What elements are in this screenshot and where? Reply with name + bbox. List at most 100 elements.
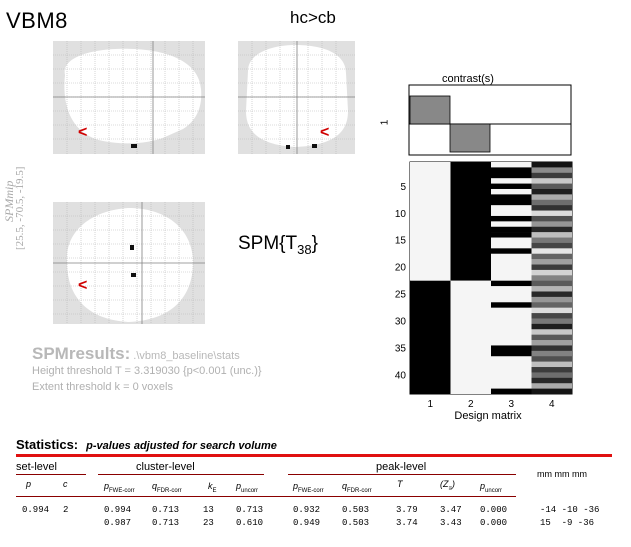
dm-col3-cell [491, 356, 532, 362]
design-matrix-caption: Design matrix [454, 410, 522, 422]
col-peak-t: T [397, 479, 403, 489]
statistics-note: p-values adjusted for search volume [86, 440, 277, 452]
dm-col3-cell [491, 269, 532, 276]
dm-col4-cell [531, 356, 572, 362]
dm-col4-cell [531, 280, 572, 287]
dm-col3-cell [491, 275, 532, 281]
dm-col4-cell [531, 183, 572, 190]
dm-col3-cell [491, 302, 532, 308]
contrast-caption: contrast(s) [442, 73, 494, 85]
degrees-of-freedom: 38 [297, 241, 312, 257]
dm-col3-cell [491, 350, 532, 357]
dm-col3-cell [491, 172, 532, 179]
table-row[interactable]: 0.994 2 0.994 0.713 13 0.713 0.932 0.503… [22, 505, 600, 515]
dm-col4-cell [531, 199, 572, 206]
dm-col4-cell [531, 388, 572, 395]
dm-col4-cell [531, 242, 572, 249]
dm-col3-cell [491, 367, 532, 373]
dm-col4-cell [531, 210, 572, 217]
contrast-bar-1 [409, 95, 451, 125]
dm-col3-cell [491, 194, 532, 201]
mm-header: mm mm mm [537, 469, 587, 479]
col-cluster-ke: kE [208, 481, 217, 494]
dm-col3-cell [491, 383, 532, 389]
dm-col4-cell [531, 345, 572, 352]
dm-col4-cell [531, 361, 572, 368]
col-peak-z: (Z≡) [440, 479, 456, 492]
dm-col3-cell [491, 329, 532, 335]
dm-col3-cell [491, 167, 532, 174]
dm-col3-cell [491, 264, 532, 271]
statistics-heading: Statistics: p-values adjusted for search … [16, 437, 277, 452]
contrast-row-label: 1 [379, 119, 391, 126]
dm-row-tick-label: 25 [395, 290, 407, 301]
cursor-marker-icon[interactable]: < [78, 277, 88, 294]
dm-col4-cell [531, 178, 572, 184]
dm-col4-cell [531, 291, 572, 298]
results-title-line: SPMresults: .\vbm8_baseline\stats [32, 344, 240, 364]
mip-sagittal-svg [53, 41, 205, 154]
dm-col3-cell [491, 334, 532, 341]
dm-col3-cell [491, 205, 532, 211]
dm-col4-cell [531, 372, 572, 379]
mip-coronal-svg [238, 41, 355, 154]
dm-col3-cell [491, 307, 532, 314]
dm-col4-cell [531, 269, 572, 276]
dm-col3-cell [491, 248, 532, 255]
dm-col4-cell [531, 215, 572, 222]
dm-col3-cell [491, 291, 532, 298]
dm-col4-cell [531, 367, 572, 373]
dm-col3-cell [491, 340, 532, 346]
dm-col4-cell [531, 167, 572, 174]
contrast-bar-plot[interactable] [408, 84, 572, 156]
col-peak-qfdr: qFDR-corr [342, 481, 372, 494]
header-bottom-rule [16, 496, 516, 497]
dm-col1-group-b [410, 280, 451, 394]
col-peak-pfwe: pFWE-corr [293, 481, 324, 494]
dm-row-tick-label: 35 [395, 344, 407, 355]
mip-sagittal-view[interactable]: < [53, 41, 205, 154]
cursor-marker-icon[interactable]: < [78, 124, 88, 141]
set-level-rule [16, 474, 86, 475]
col-peak-punc: puncorr [480, 481, 503, 494]
dm-column-tick-label: 3 [508, 399, 514, 410]
cursor-marker-icon[interactable]: < [320, 124, 330, 141]
mip-axial-view[interactable]: < [53, 202, 205, 324]
col-set-c: c [63, 479, 68, 489]
extent-threshold: Extent threshold k = 0 voxels [32, 381, 173, 393]
results-path: .\vbm8_baseline\stats [130, 350, 240, 362]
col-cluster-pfwe: pFWE-corr [104, 481, 135, 494]
dm-col3-cell [491, 345, 532, 352]
height-threshold: Height threshold T = 3.319030 {p<0.001 (… [32, 365, 262, 377]
dm-column-tick-label: 1 [427, 399, 433, 410]
dm-col3-cell [491, 286, 532, 292]
design-matrix-plot[interactable]: 5 10 15 20 25 30 35 40 1 2 3 4 [386, 158, 576, 410]
dm-row-tick-label: 30 [395, 317, 407, 328]
mip-coronal-view[interactable]: < [238, 41, 355, 154]
dm-col3-cell [491, 280, 532, 287]
dm-col3-cell [491, 199, 532, 206]
dm-col4-cell [531, 307, 572, 314]
dm-col3-cell [491, 162, 532, 168]
dm-col4-cell [531, 264, 572, 271]
dm-col4-cell [531, 205, 572, 211]
dm-col3-cell [491, 210, 532, 217]
dm-row-tick-label: 15 [395, 236, 407, 247]
dm-col4-cell [531, 275, 572, 281]
dm-col3-cell [491, 361, 532, 368]
dm-col3-cell [491, 323, 532, 330]
dm-col4-cell [531, 253, 572, 260]
dm-col4-cell [531, 248, 572, 255]
dm-col3-cell [491, 253, 532, 260]
peak-level-rule [288, 474, 516, 475]
mip-coordinates: [25.5, -70.5, -19.5] [14, 166, 26, 250]
col-cluster-qfdr: qFDR-corr [152, 481, 182, 494]
table-row[interactable]: 0.987 0.713 23 0.610 0.949 0.503 3.74 3.… [104, 518, 595, 528]
dm-col3-cell [491, 178, 532, 184]
dm-col4-cell [531, 226, 572, 233]
dm-col4-cell [531, 340, 572, 346]
col-set-p: p [26, 479, 32, 489]
dm-col3-cell [491, 388, 532, 395]
statistics-divider [16, 454, 612, 457]
dm-col4-cell [531, 313, 572, 319]
